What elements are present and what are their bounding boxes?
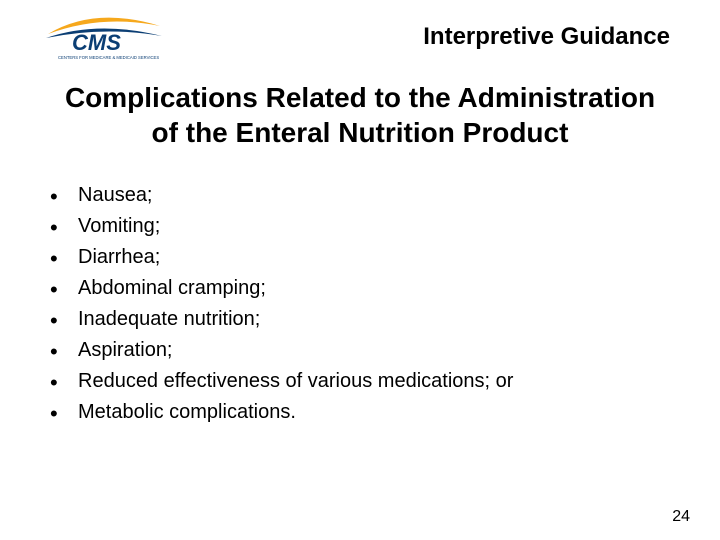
- list-item: Diarrhea;: [50, 242, 720, 273]
- svg-text:CENTERS FOR MEDICARE & MEDICAI: CENTERS FOR MEDICARE & MEDICAID SERVICES: [58, 55, 159, 60]
- page-number: 24: [672, 508, 690, 526]
- list-item: Nausea;: [50, 180, 720, 211]
- list-item: Inadequate nutrition;: [50, 304, 720, 335]
- list-item: Abdominal cramping;: [50, 273, 720, 304]
- list-item: Aspiration;: [50, 335, 720, 366]
- bullet-list: Nausea; Vomiting; Diarrhea; Abdominal cr…: [0, 170, 720, 428]
- list-item: Metabolic complications.: [50, 397, 720, 428]
- cms-logo: CMS CENTERS FOR MEDICARE & MEDICAID SERV…: [40, 12, 170, 62]
- header-title: Interpretive Guidance: [170, 23, 680, 51]
- list-item: Vomiting;: [50, 211, 720, 242]
- svg-text:CMS: CMS: [72, 30, 121, 55]
- page-title: Complications Related to the Administrat…: [0, 70, 720, 170]
- slide-header: CMS CENTERS FOR MEDICARE & MEDICAID SERV…: [0, 0, 720, 70]
- list-item: Reduced effectiveness of various medicat…: [50, 366, 720, 397]
